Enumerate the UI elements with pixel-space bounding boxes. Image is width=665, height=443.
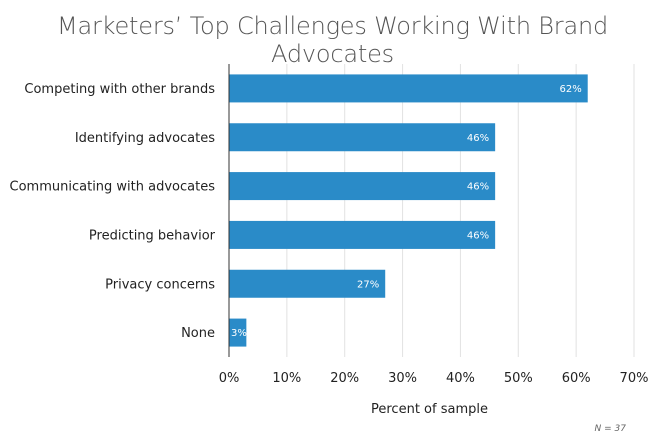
- chart-title: Marketers’ Top Challenges Working With B…: [56, 12, 609, 68]
- x-tick-labels: 0% 10% 20% 30% 40% 50% 60% 70%: [219, 371, 649, 386]
- category-label: None: [181, 326, 215, 341]
- data-label: 46%: [467, 230, 489, 241]
- bar: [229, 123, 496, 152]
- sample-size-note: N = 37: [595, 424, 627, 434]
- x-tick-label: 70%: [620, 371, 649, 386]
- x-axis-label: Percent of sample: [371, 402, 488, 417]
- data-label: 3%: [231, 328, 247, 339]
- category-label: Predicting behavior: [89, 228, 216, 243]
- data-label: 46%: [467, 182, 489, 193]
- x-tick-label: 50%: [504, 371, 533, 386]
- data-labels: 62% 46% 46% 46% 27% 3%: [231, 84, 582, 339]
- x-tick-label: 20%: [330, 371, 359, 386]
- bar: [229, 318, 247, 347]
- bar: [229, 74, 588, 103]
- bar: [229, 220, 496, 249]
- category-label: Competing with other brands: [24, 82, 215, 97]
- category-label: Identifying advocates: [75, 131, 215, 146]
- bars: [229, 74, 588, 347]
- category-labels: Competing with other brands Identifying a…: [10, 82, 216, 341]
- x-tick-label: 40%: [446, 371, 475, 386]
- x-tick-label: 30%: [388, 371, 417, 386]
- data-label: 62%: [559, 84, 581, 95]
- gridlines: [286, 64, 635, 357]
- data-label: 27%: [357, 279, 379, 290]
- x-tick-label: 10%: [272, 371, 301, 386]
- x-tick-label: 0%: [219, 371, 240, 386]
- category-label: Privacy concerns: [105, 277, 215, 292]
- data-label: 46%: [467, 133, 489, 144]
- bar: [229, 172, 496, 201]
- x-tick-label: 60%: [562, 371, 591, 386]
- category-label: Communicating with advocates: [10, 180, 216, 195]
- bar: [229, 269, 386, 298]
